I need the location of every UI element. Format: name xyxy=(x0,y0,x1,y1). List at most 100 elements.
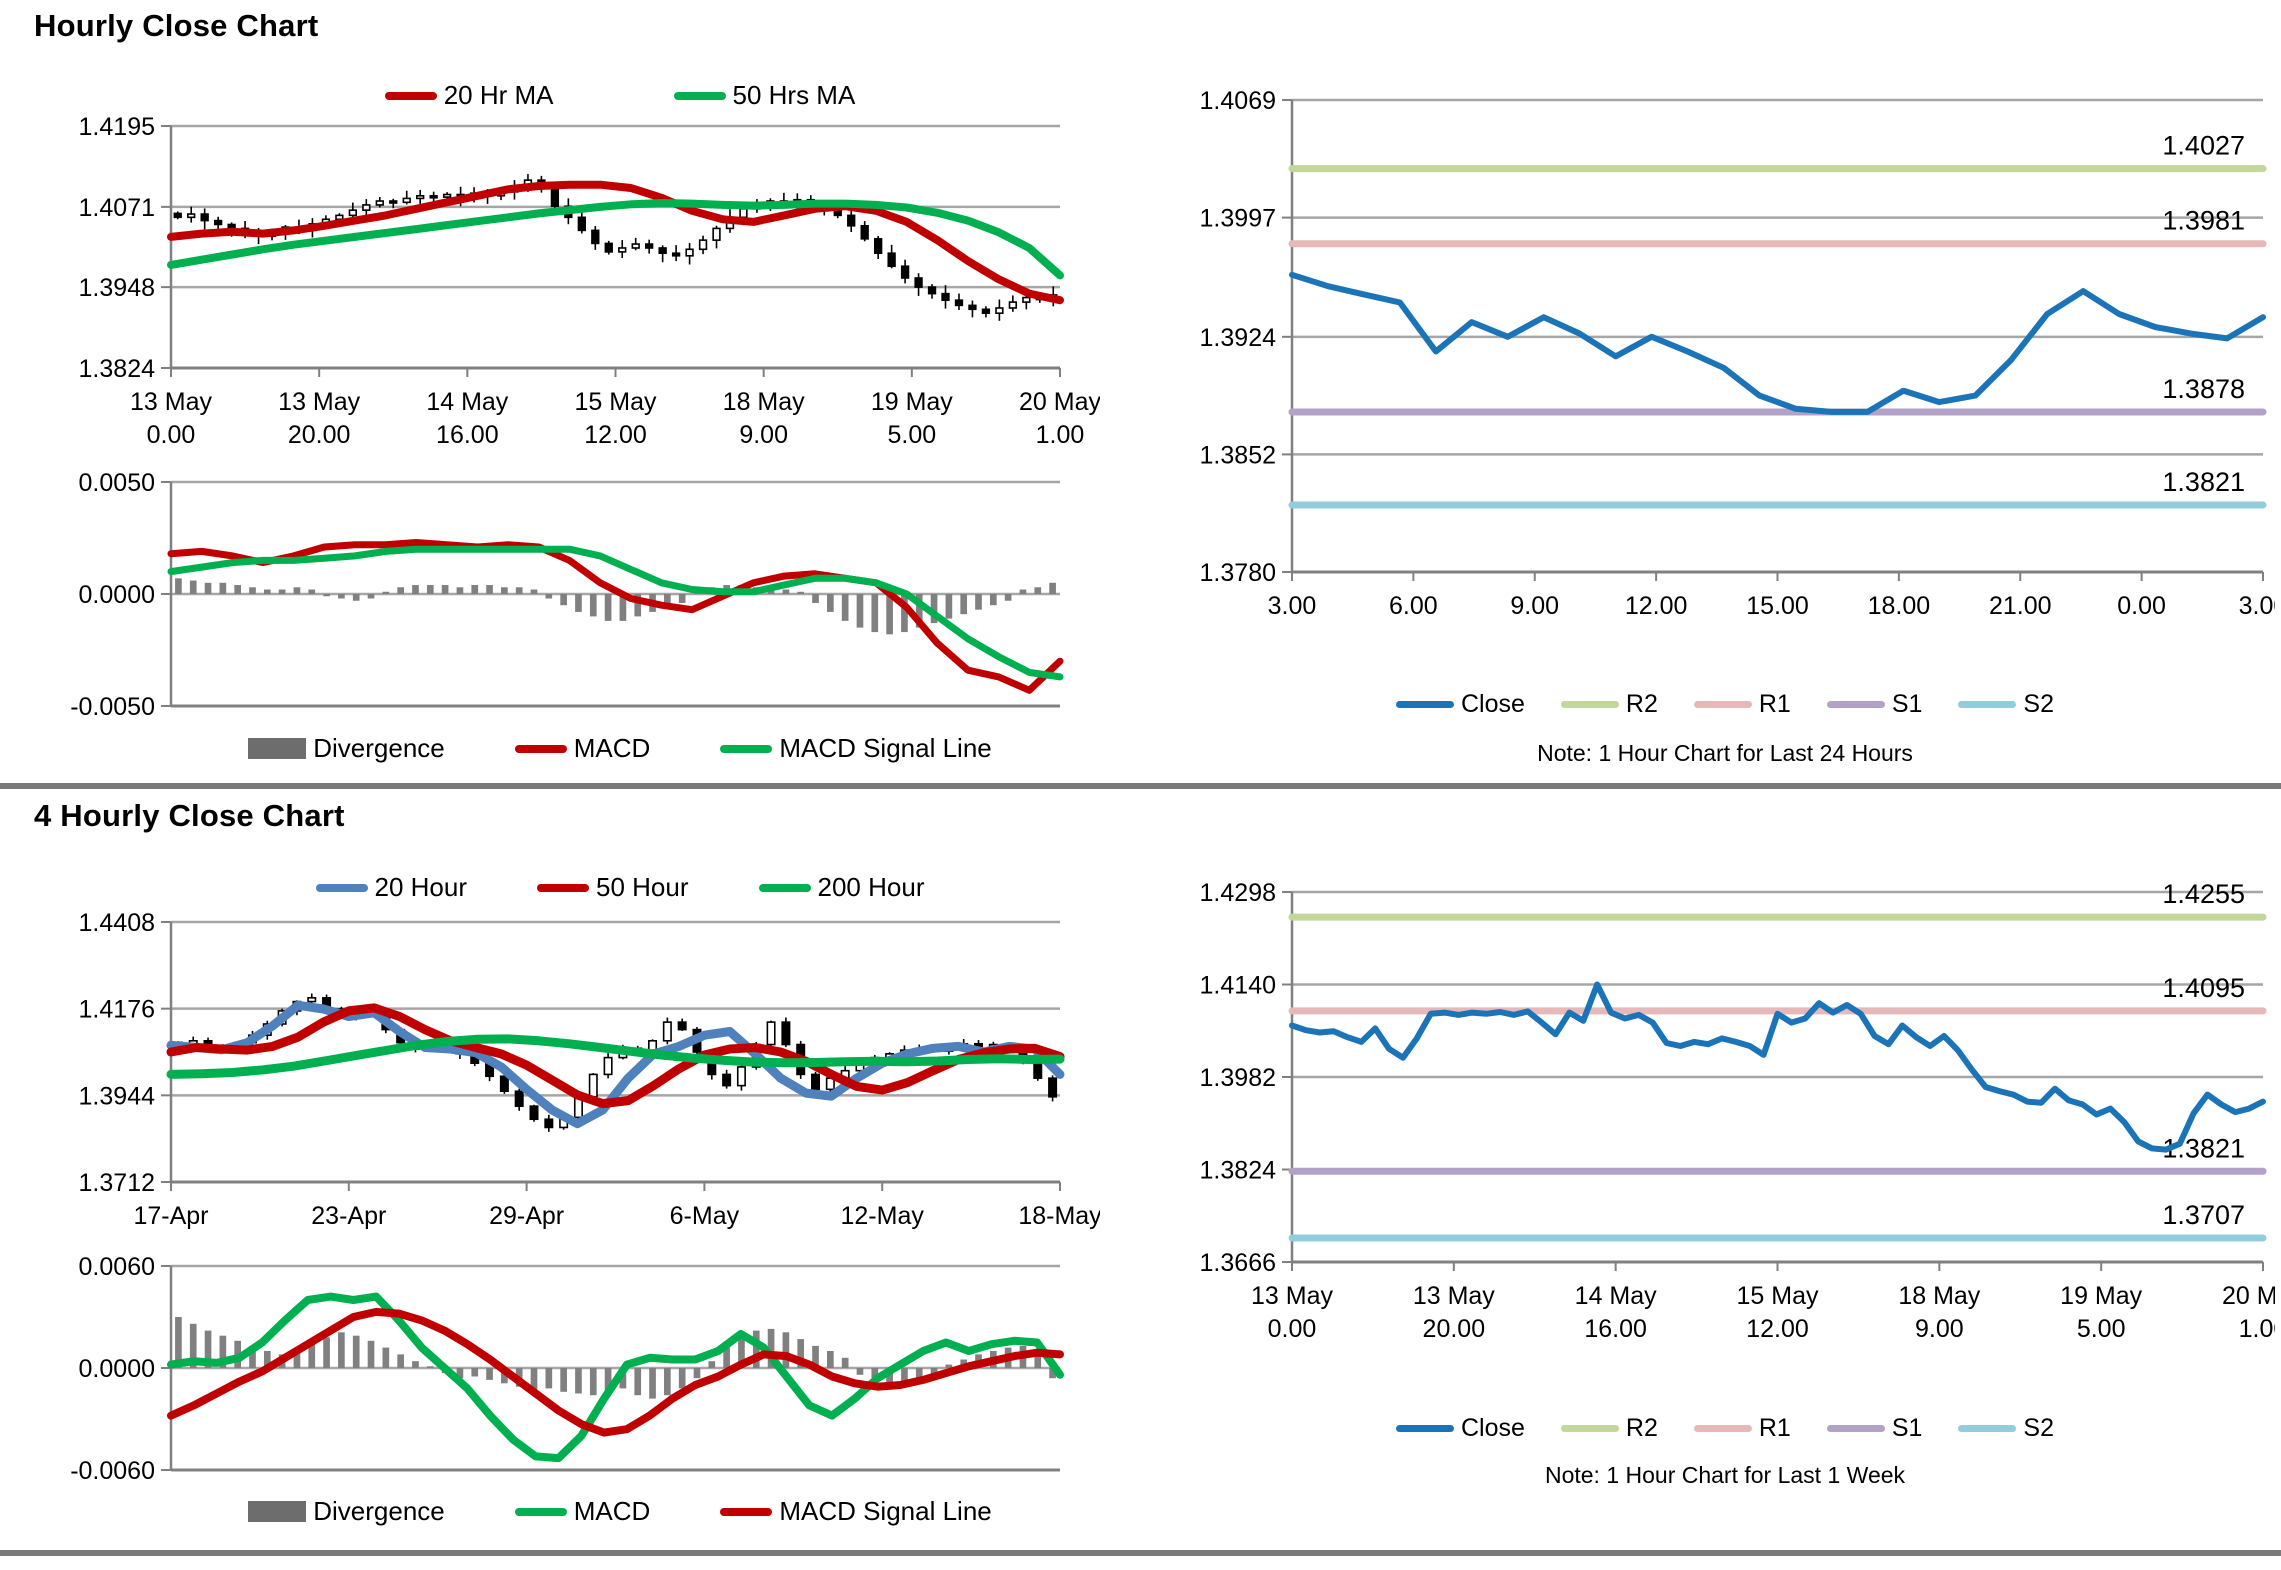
svg-text:6.00: 6.00 xyxy=(1389,592,1438,620)
svg-text:1.3852: 1.3852 xyxy=(1200,441,1276,469)
svg-text:1.3944: 1.3944 xyxy=(79,1082,156,1110)
legend-label: S2 xyxy=(2023,690,2055,718)
svg-text:1.4140: 1.4140 xyxy=(1200,972,1276,1000)
legend-item-50-hour: 50 Hour xyxy=(537,872,689,903)
r1-swatch-icon xyxy=(1693,701,1752,708)
50-hrs-ma-swatch-icon xyxy=(673,91,726,100)
r1-swatch-icon xyxy=(1693,1425,1752,1432)
svg-text:21.00: 21.00 xyxy=(1989,592,2052,620)
svg-text:12.00: 12.00 xyxy=(1625,592,1688,620)
svg-text:1.3712: 1.3712 xyxy=(79,1169,155,1197)
bottom-divider xyxy=(0,1550,2281,1556)
divergence-swatch-icon xyxy=(248,1501,307,1522)
legend-item-close: Close xyxy=(1395,1414,1525,1443)
svg-text:1.3780: 1.3780 xyxy=(1200,559,1276,587)
50-hour-swatch-icon xyxy=(537,883,590,892)
legend-label: MACD Signal Line xyxy=(779,733,992,763)
legend-label: MACD xyxy=(573,1496,651,1526)
legend-item-divergence: Divergence xyxy=(248,1496,445,1527)
s1-swatch-icon xyxy=(1826,701,1885,708)
svg-text:1.4071: 1.4071 xyxy=(79,194,155,222)
svg-text:9.00: 9.00 xyxy=(1510,592,1559,620)
svg-text:1.4176: 1.4176 xyxy=(79,996,155,1024)
s2-swatch-icon xyxy=(1958,1425,2017,1432)
legend-item-close: Close xyxy=(1395,690,1525,719)
svg-text:0.0000: 0.0000 xyxy=(79,581,155,609)
svg-text:1.4255: 1.4255 xyxy=(2162,879,2245,909)
legend-label: MACD xyxy=(573,733,651,763)
legend-item-macd: MACD xyxy=(514,733,651,764)
svg-text:-0.0050: -0.0050 xyxy=(70,693,155,720)
svg-text:17-Apr: 17-Apr xyxy=(133,1202,208,1230)
legend-item-s2: S2 xyxy=(1958,1414,2054,1443)
svg-text:1.3981: 1.3981 xyxy=(2162,206,2245,236)
legend-item-s2: S2 xyxy=(1958,690,2054,719)
hourly-pivot-note: Note: 1 Hour Chart for Last 24 Hours xyxy=(1537,740,1913,766)
macd-signal-line-swatch-icon xyxy=(720,744,773,753)
svg-text:0.0060: 0.0060 xyxy=(79,1253,155,1281)
legend-label: R2 xyxy=(1625,1414,1658,1442)
svg-text:1.3707: 1.3707 xyxy=(2162,1200,2245,1230)
legend-label: Close xyxy=(1460,690,1525,718)
20-hour-swatch-icon xyxy=(315,883,368,892)
svg-text:1.4298: 1.4298 xyxy=(1200,879,1276,907)
fourhourly-section-title: 4 Hourly Close Chart xyxy=(34,798,345,833)
svg-text:1.4408: 1.4408 xyxy=(79,909,155,937)
svg-text:-0.0060: -0.0060 xyxy=(70,1457,155,1484)
legend-item-divergence: Divergence xyxy=(248,733,445,764)
legend-label: R1 xyxy=(1758,690,1791,718)
legend-label: 20 Hour xyxy=(374,872,468,902)
macd-swatch-icon xyxy=(514,1507,567,1516)
hourly-price-legend: 20 Hr MA 50 Hrs MA xyxy=(140,80,1100,111)
svg-text:1.4027: 1.4027 xyxy=(2162,131,2245,161)
legend-item-s1: S1 xyxy=(1826,690,1923,719)
legend-label: MACD Signal Line xyxy=(779,1496,992,1526)
macd-swatch-icon xyxy=(514,744,567,753)
svg-text:1.3821: 1.3821 xyxy=(2162,467,2245,497)
s2-swatch-icon xyxy=(1958,701,2017,708)
svg-text:1.3997: 1.3997 xyxy=(1200,205,1276,233)
close-swatch-icon xyxy=(1395,1425,1454,1432)
legend-label: Divergence xyxy=(313,1496,445,1526)
svg-text:1.3948: 1.3948 xyxy=(79,274,155,302)
svg-text:1.4195: 1.4195 xyxy=(79,113,155,141)
legend-item-r2: R2 xyxy=(1560,690,1658,719)
legend-item-20-hr-ma: 20 Hr MA xyxy=(384,80,554,111)
20-hr-ma-swatch-icon xyxy=(384,91,437,100)
legend-label: 20 Hr MA xyxy=(443,80,554,110)
svg-text:3.00: 3.00 xyxy=(1268,592,1317,620)
legend-item-s1: S1 xyxy=(1826,1414,1923,1443)
legend-label: S2 xyxy=(2023,1414,2055,1442)
fourhourly-macd-chart: 0.0060 0.0000 -0.0060 xyxy=(70,1253,1064,1484)
legend-label: R1 xyxy=(1758,1414,1791,1442)
legend-item-macd-signal-line: MACD Signal Line xyxy=(720,733,992,764)
hourly-pivot-legend: Close R2 R1 S1 S2 xyxy=(1210,690,2240,719)
svg-text:1.3982: 1.3982 xyxy=(1200,1064,1276,1092)
legend-item-20-hour: 20 Hour xyxy=(315,872,468,903)
legend-label: S1 xyxy=(1891,1414,1923,1442)
fourhourly-pivot-legend: Close R2 R1 S1 S2 xyxy=(1210,1414,2240,1443)
svg-text:1.3878: 1.3878 xyxy=(2162,374,2245,404)
legend-item-r1: R1 xyxy=(1693,1414,1791,1443)
legend-item-macd: MACD xyxy=(514,1496,651,1527)
svg-text:1.3824: 1.3824 xyxy=(79,355,156,383)
divergence-swatch-icon xyxy=(248,738,307,759)
svg-text:1.4095: 1.4095 xyxy=(2162,973,2245,1003)
svg-text:1.3666: 1.3666 xyxy=(1200,1249,1276,1277)
macd-signal-line-swatch-icon xyxy=(720,1507,773,1516)
legend-label: 50 Hrs MA xyxy=(732,80,856,110)
legend-label: S1 xyxy=(1891,690,1923,718)
svg-text:15.00: 15.00 xyxy=(1746,592,1809,620)
hourly-price-chart: 1.4195 1.4071 1.3948 1.3824 13 May 0.00 13 May… xyxy=(79,113,1100,449)
legend-label: R2 xyxy=(1625,690,1658,718)
fourhourly-pivot-chart: 1.4298 1.4140 1.3982 1.3824 1.3666 13 May 0.00… xyxy=(1200,879,2275,1343)
legend-label: 50 Hour xyxy=(596,872,689,902)
